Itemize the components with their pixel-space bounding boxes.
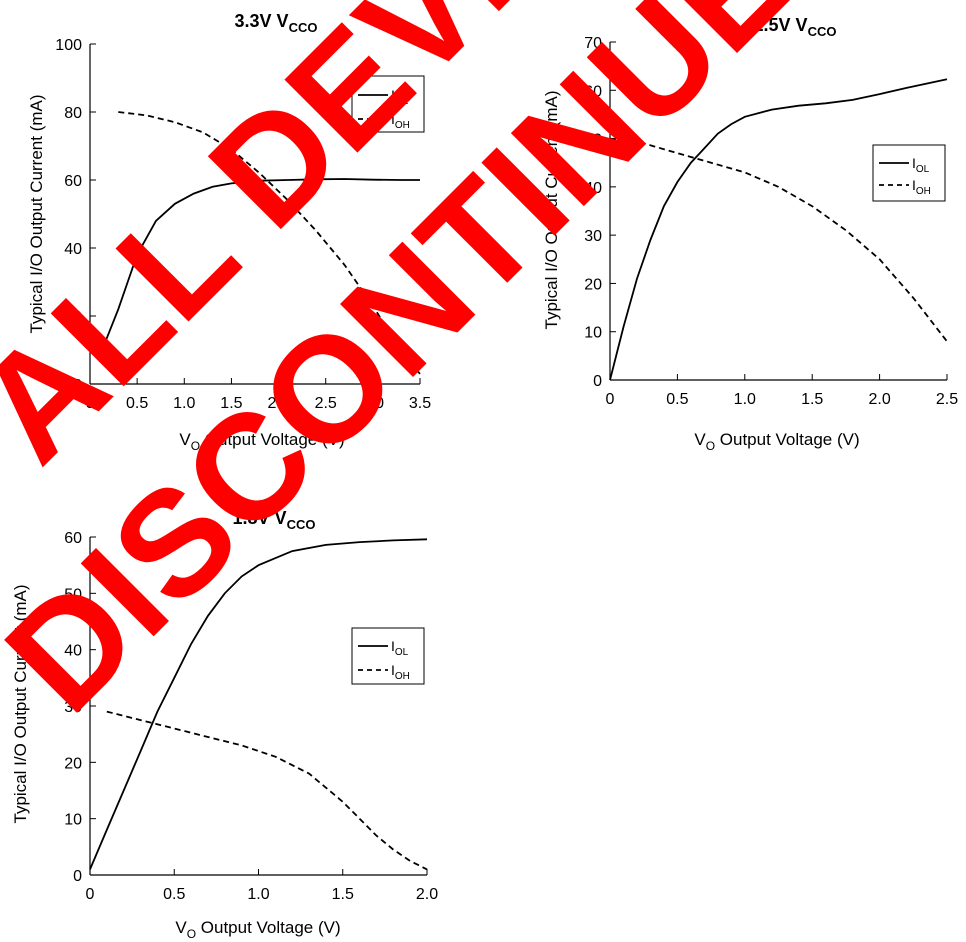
- x-tick-label: 2.5: [315, 395, 337, 412]
- series-line-oh: [106, 710, 428, 871]
- y-tick-label: 30: [584, 228, 602, 245]
- y-tick-label: 40: [64, 241, 82, 258]
- legend-box: [872, 144, 946, 202]
- chart-3v3: 3.3V VCCO 0 0.5 1.0 1.5 2.0 2.5 3.0 3.5 0 20 40 60 8…: [27, 11, 431, 453]
- x-tick-label: 3.0: [362, 395, 384, 412]
- x-tick-label: 0: [606, 391, 615, 408]
- x-tick-label: 3.5: [409, 395, 431, 412]
- chart-title: 3.3V VCCO: [235, 11, 318, 35]
- legend-box: [351, 627, 425, 685]
- x-axis-label: VO Output Voltage (V): [175, 918, 340, 941]
- y-tick-label: 10: [584, 325, 602, 342]
- y-tick-label: 0: [73, 868, 82, 885]
- x-tick-label: 1.5: [220, 395, 242, 412]
- y-tick-label: 50: [64, 586, 82, 603]
- series-line-oh: [609, 137, 948, 342]
- plot-area: 0 0.5 1.0 1.5 2.0 2.5 0 10 20 30 40 50 60 70: [584, 35, 958, 408]
- y-tick-label: 10: [64, 812, 82, 829]
- y-tick-label: 100: [55, 37, 82, 54]
- x-tick-label: 0.5: [126, 395, 148, 412]
- y-tick-label: 60: [64, 173, 82, 190]
- x-tick-label: 1.0: [173, 395, 195, 412]
- y-tick-label: 60: [64, 530, 82, 547]
- y-tick-label: 20: [584, 276, 602, 293]
- x-tick-label: 1.0: [247, 886, 269, 903]
- x-tick-label: 0: [86, 395, 95, 412]
- y-tick-label: 0: [73, 377, 82, 394]
- x-axis-label: VO Output Voltage (V): [179, 430, 344, 453]
- legend-label-ioh: IOH: [912, 177, 931, 197]
- y-tick-label: 80: [64, 105, 82, 122]
- chart-title: 2.5V VCCO: [754, 15, 837, 39]
- y-tick-label: 40: [584, 180, 602, 197]
- y-tick-label: 20: [64, 309, 82, 326]
- legend-label-ioh: IOH: [391, 111, 410, 131]
- chart-title: 1.8V VCCO: [233, 508, 316, 532]
- x-tick-label: 0.5: [163, 886, 185, 903]
- legend-label-ioh: IOH: [391, 662, 410, 682]
- series-line-ol: [98, 178, 420, 358]
- legend: IOL IOH: [351, 627, 425, 685]
- x-tick-label: 2.0: [416, 886, 438, 903]
- legend-box: [351, 75, 425, 133]
- x-tick-label: 1.0: [734, 391, 756, 408]
- series-line-ol: [609, 78, 948, 381]
- x-tick-label: 0.5: [666, 391, 688, 408]
- y-tick-label: 60: [584, 83, 602, 100]
- plot-area: 0 0.5 1.0 1.5 2.0 0 10 20 30 40 50 60: [64, 530, 438, 903]
- x-tick-label: 2.0: [868, 391, 890, 408]
- legend-label-iol: IOL: [391, 87, 409, 107]
- y-tick-label: 20: [64, 755, 82, 772]
- legend-label-iol: IOL: [391, 638, 409, 658]
- x-tick-label: 1.5: [332, 886, 354, 903]
- chart-1v8: 1.8V VCCO 0 0.5 1.0 1.5 2.0 0 10 20 30 40 50 60 VO …: [11, 508, 438, 941]
- x-tick-label: 2.5: [936, 391, 958, 408]
- series-line-ol: [89, 538, 428, 870]
- x-axis-label: VO Output Voltage (V): [694, 430, 859, 453]
- x-tick-label: 1.5: [801, 391, 823, 408]
- y-tick-label: 40: [64, 643, 82, 660]
- legend: IOL IOH: [351, 75, 425, 133]
- y-tick-label: 50: [584, 132, 602, 149]
- y-axis-label: Typical I/O Output Current (mA): [542, 90, 561, 329]
- plot-area: 0 0.5 1.0 1.5 2.0 2.5 3.0 3.5 0 20 40 60 80 100: [55, 37, 431, 412]
- y-tick-label: 30: [64, 699, 82, 716]
- x-tick-label: 2.0: [267, 395, 289, 412]
- y-axis-label: Typical I/O Output Current (mA): [27, 94, 46, 333]
- y-tick-label: 0: [593, 373, 602, 390]
- chart-2v5: 2.5V VCCO 0 0.5 1.0 1.5 2.0 2.5 0 10 20 30 40 50 60 7…: [542, 15, 958, 453]
- y-tick-label: 70: [584, 35, 602, 52]
- legend-label-iol: IOL: [912, 155, 930, 175]
- x-tick-label: 0: [86, 886, 95, 903]
- y-axis-label: Typical I/O Output Current (mA): [11, 584, 30, 823]
- legend: IOL IOH: [872, 144, 946, 202]
